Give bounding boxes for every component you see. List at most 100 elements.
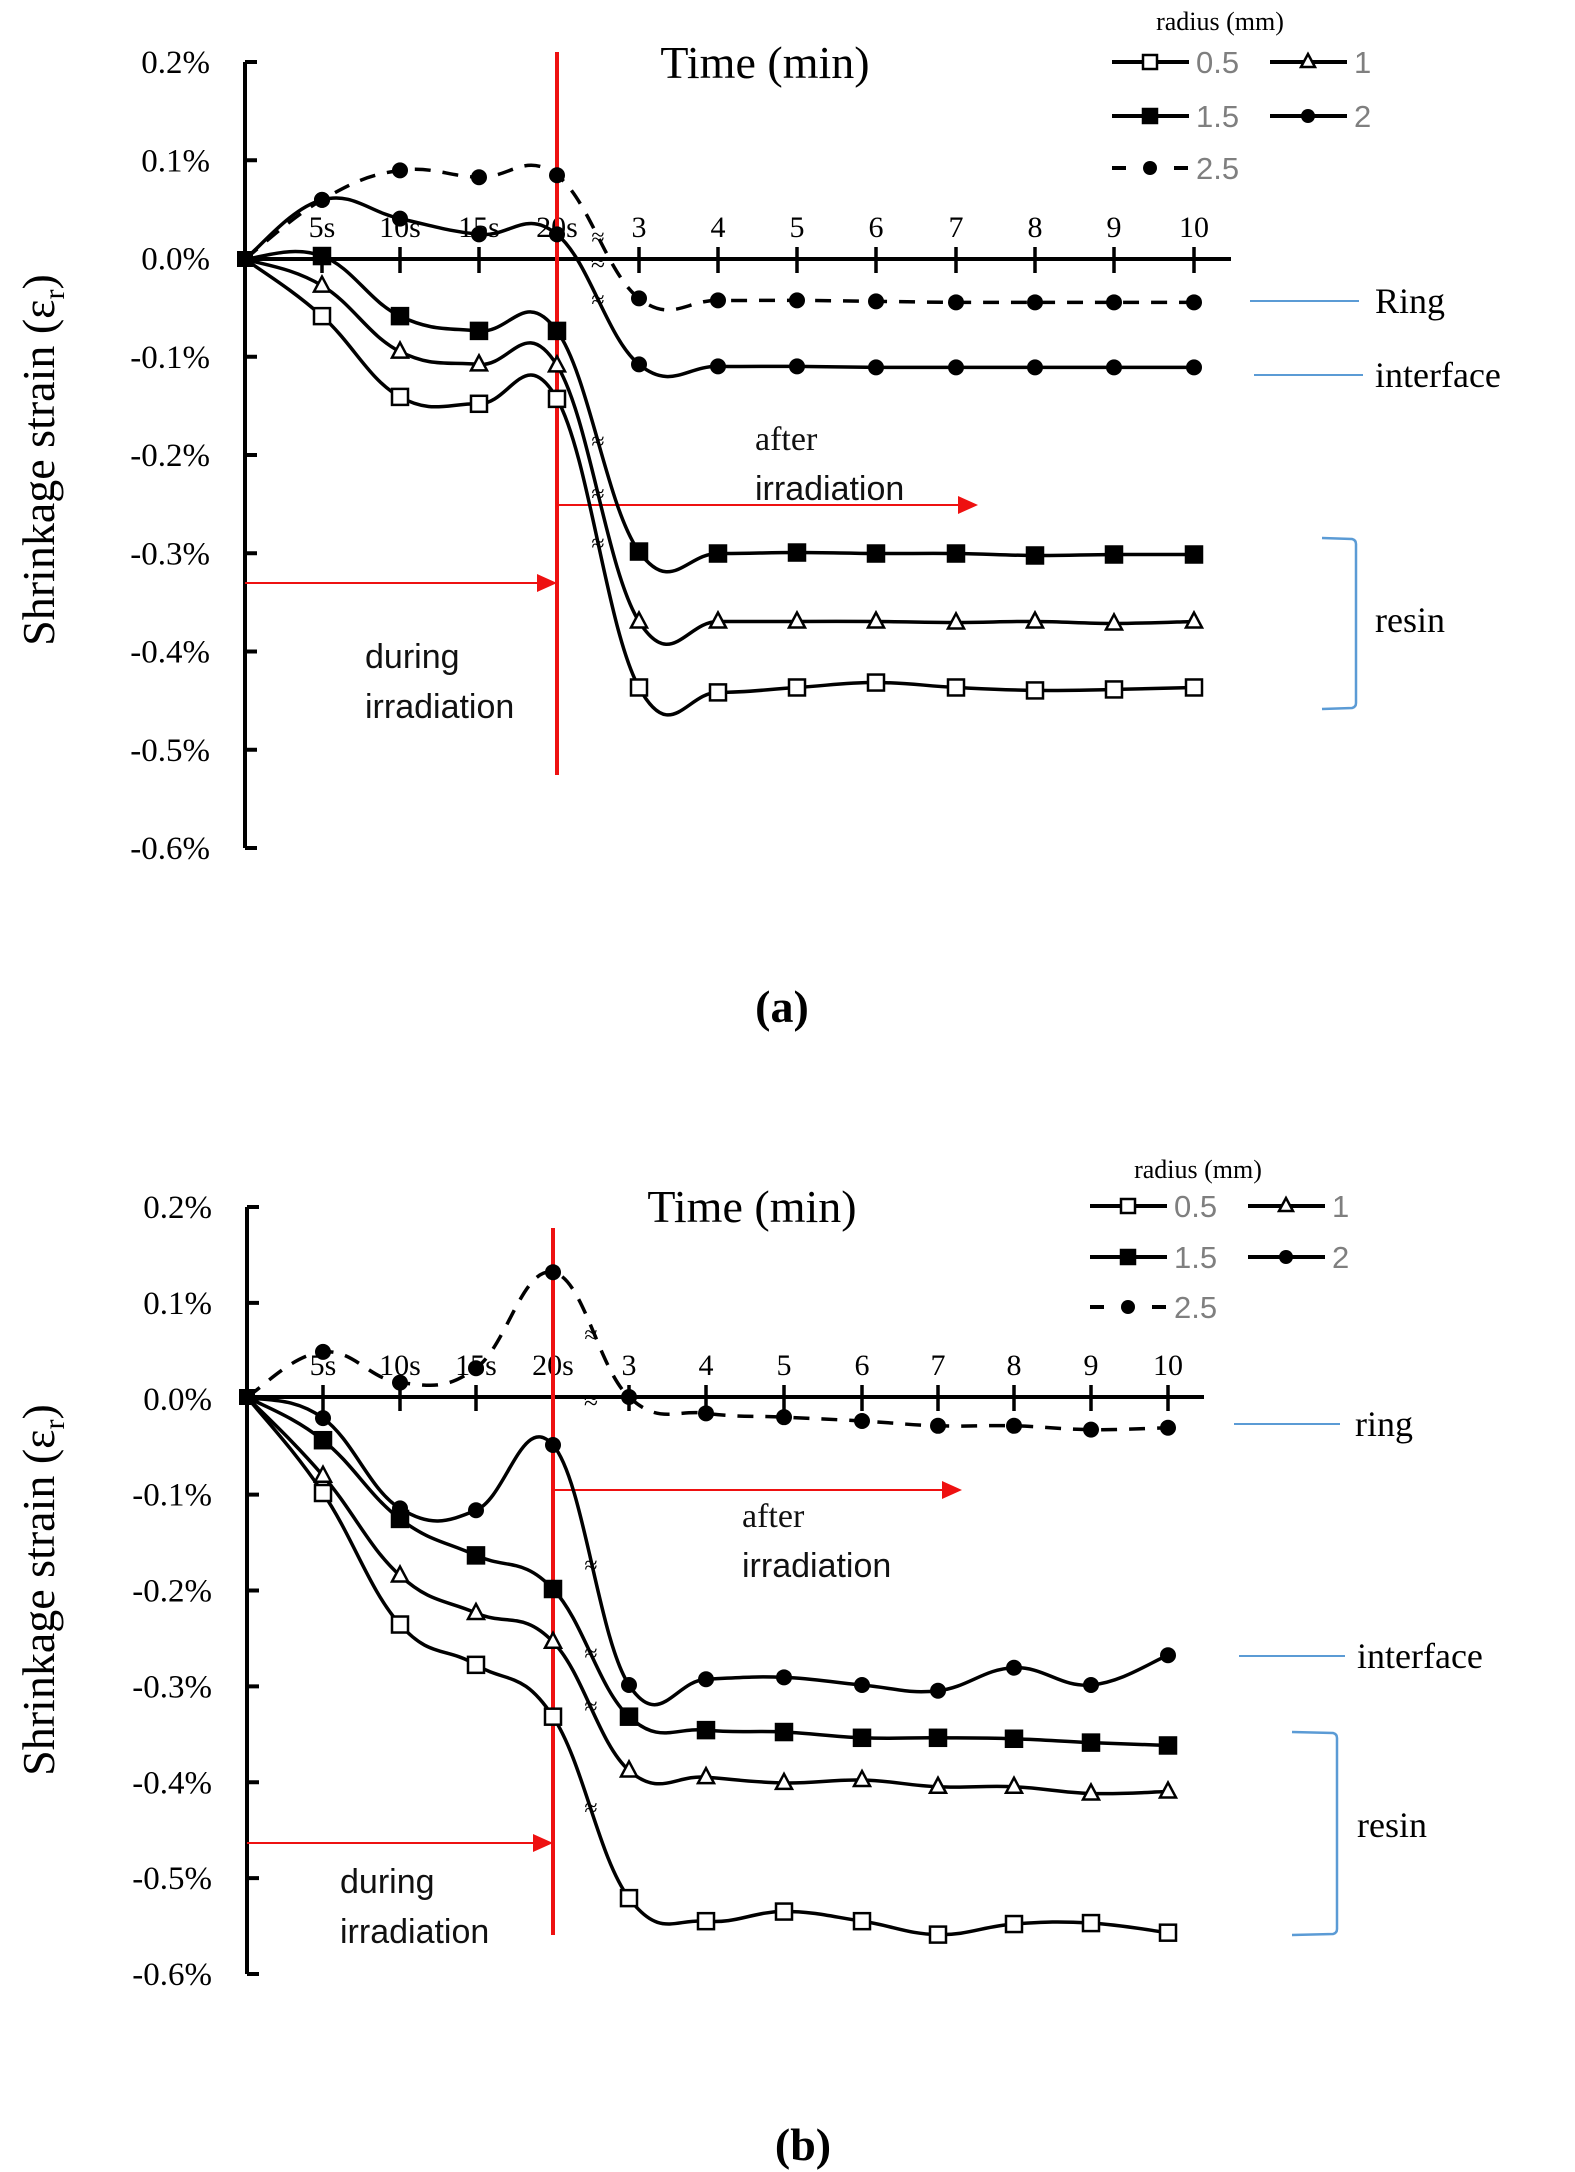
- data-point: [948, 359, 964, 376]
- data-point: [787, 678, 807, 697]
- x-tick-label: 8: [1007, 1349, 1022, 1382]
- data-point: [854, 1413, 870, 1429]
- data-point: [1186, 294, 1202, 311]
- chart-panel-b: 0.2% 0.1% 0.0% -0.1% -0.2% -0.3% -0.4% -0.5% -0.…: [13, 1155, 1483, 2170]
- data-point: [543, 1579, 563, 1599]
- after-irradiation-label: after: [742, 1498, 805, 1535]
- data-point: [852, 1728, 872, 1748]
- series-line: [245, 1395, 1169, 1796]
- legend-label: 1: [1354, 45, 1371, 80]
- data-point: [1106, 294, 1122, 311]
- legend-marker-icon: [1141, 107, 1159, 125]
- data-point: [1025, 546, 1045, 565]
- data-point: [946, 544, 966, 563]
- data-point: [851, 1768, 873, 1788]
- data-point: [390, 306, 410, 326]
- data-point: [1003, 1775, 1025, 1795]
- y-axis-title-text: Shrinkage strain (ε: [13, 1429, 64, 1775]
- data-point: [776, 1669, 792, 1686]
- data-point: [695, 1765, 717, 1785]
- legend-item: 1: [1270, 45, 1371, 80]
- data-point: [1027, 294, 1043, 311]
- y-axis-title-close: ): [13, 1404, 64, 1419]
- data-point: [776, 1409, 792, 1426]
- data-point: [698, 1405, 714, 1422]
- data-point: [930, 1682, 946, 1699]
- y-tick-label: 0.0%: [141, 242, 210, 278]
- data-point: [631, 290, 647, 307]
- panel-label: (a): [755, 981, 809, 1032]
- legend-item: 1.5: [1112, 99, 1239, 134]
- data-point: [854, 1677, 870, 1693]
- data-point: [312, 246, 332, 266]
- data-point: [868, 359, 884, 376]
- series-1: ≈: [239, 1389, 1179, 1801]
- data-point: [389, 339, 411, 359]
- data-point: [1004, 1729, 1024, 1749]
- data-point: [1157, 1779, 1179, 1799]
- x-tick-label: 5: [777, 1349, 792, 1382]
- y-tick-label: -0.1%: [130, 340, 210, 376]
- x-tick-label: 5: [790, 211, 805, 244]
- data-point: [865, 609, 887, 629]
- y-tick-label: -0.3%: [130, 536, 210, 572]
- y-axis-title-close: ): [13, 274, 64, 289]
- legend-marker-icon: [1143, 161, 1157, 175]
- legend-marker-icon: [1121, 1300, 1135, 1314]
- series-line: [246, 1395, 1169, 1707]
- series-0-5: ≈: [239, 1389, 1178, 1944]
- series-2-5: ≈: [237, 162, 1202, 312]
- series-break-symbol: ≈: [584, 1323, 597, 1349]
- data-point: [696, 1720, 716, 1740]
- y-tick-label: 0.0%: [143, 1382, 212, 1418]
- data-point: [392, 210, 408, 227]
- series-1: ≈: [237, 251, 1205, 646]
- x-axis-title: Time (min): [660, 37, 869, 88]
- axis-break-symbol: ≈: [591, 248, 605, 277]
- data-point: [1184, 678, 1204, 697]
- legend-item: 1: [1248, 1189, 1349, 1224]
- data-point: [710, 292, 726, 309]
- axis-break-symbol: ≈: [584, 1386, 598, 1415]
- data-point: [621, 1389, 637, 1405]
- data-point: [789, 292, 805, 309]
- y-tick-label: -0.5%: [132, 1861, 212, 1897]
- legend-item: 2.5: [1090, 1290, 1217, 1325]
- resin-bracket: [1321, 536, 1358, 711]
- ring-label: ring: [1355, 1404, 1413, 1444]
- data-point: [789, 358, 805, 375]
- data-point: [631, 356, 647, 373]
- x-tick-label: 9: [1107, 211, 1122, 244]
- data-point: [948, 294, 964, 311]
- legend: radius (mm) 0.5 1 1.5 2 2.5: [1112, 7, 1371, 186]
- after-irradiation-label: irradiation: [742, 1547, 891, 1585]
- data-point: [1103, 611, 1125, 631]
- data-point: [1106, 359, 1122, 376]
- x-tick-label: 3: [632, 211, 647, 244]
- during-irradiation-label: during: [365, 638, 460, 676]
- data-point: [628, 609, 650, 629]
- data-point: [392, 162, 408, 179]
- resin-label: resin: [1357, 1805, 1427, 1845]
- y-tick-label: 0.2%: [143, 1190, 212, 1226]
- legend-marker-icon: [1119, 1248, 1137, 1266]
- during-arrow-head-icon: [537, 574, 557, 592]
- data-point: [1158, 1736, 1178, 1755]
- x-tick-label: 10: [1153, 1349, 1183, 1382]
- data-point: [465, 1601, 487, 1621]
- legend-label: 1.5: [1196, 99, 1239, 134]
- data-point: [619, 1888, 639, 1908]
- y-tick-label: 0.1%: [141, 143, 210, 179]
- data-point: [1006, 1417, 1022, 1434]
- series-line: [244, 257, 1195, 646]
- data-point: [545, 1264, 561, 1281]
- data-point: [1027, 359, 1043, 376]
- legend-label: 0.5: [1174, 1189, 1217, 1224]
- data-point: [1006, 1659, 1022, 1676]
- series-2-5: ≈: [239, 1264, 1176, 1438]
- legend-item: 2: [1248, 1240, 1349, 1275]
- data-point: [698, 1671, 714, 1688]
- x-tick-label: 6: [855, 1349, 870, 1382]
- series-break-symbol: ≈: [584, 1795, 597, 1821]
- data-point: [547, 321, 567, 341]
